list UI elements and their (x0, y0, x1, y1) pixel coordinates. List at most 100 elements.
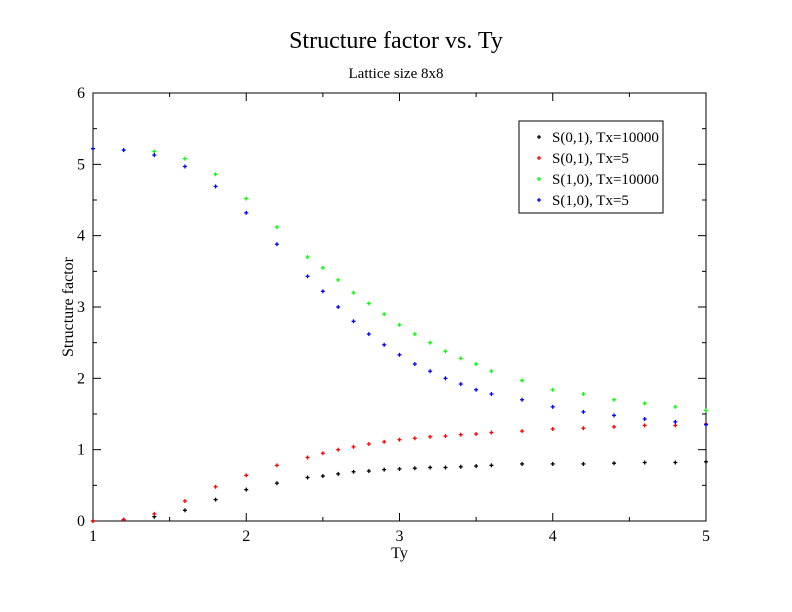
data-point (320, 474, 325, 479)
data-point (366, 441, 371, 446)
data-point (213, 497, 218, 502)
data-point (642, 416, 647, 421)
data-point (673, 419, 678, 424)
data-point (305, 274, 310, 279)
data-point (704, 422, 708, 427)
data-point (351, 290, 356, 295)
data-point (213, 184, 218, 189)
data-point (152, 149, 157, 154)
data-point (152, 153, 157, 158)
data-point (244, 210, 249, 215)
data-point (213, 172, 218, 177)
data-point (612, 397, 617, 402)
data-point (336, 305, 341, 309)
series-3 (91, 146, 708, 413)
y-tick-label: 5 (77, 156, 85, 173)
data-point (305, 475, 310, 480)
data-point (336, 277, 341, 282)
data-point (274, 481, 279, 486)
data-point (704, 408, 708, 413)
data-point (581, 426, 586, 431)
data-point (320, 265, 325, 270)
data-point (520, 397, 525, 402)
data-point (382, 342, 387, 347)
x-tick-label: 3 (396, 528, 404, 545)
data-point (612, 424, 617, 429)
data-point (428, 434, 433, 439)
data-point (489, 392, 494, 397)
data-point (474, 431, 479, 436)
y-tick-label: 0 (77, 513, 85, 530)
data-point (412, 332, 417, 337)
data-point (182, 156, 187, 161)
data-point (152, 511, 157, 516)
legend-entry: S(0,1), Tx=10000 (552, 130, 659, 146)
data-point (489, 430, 494, 435)
data-point (320, 451, 325, 456)
data-point (550, 461, 555, 466)
data-point (412, 466, 417, 471)
data-point (244, 473, 249, 478)
data-point (474, 464, 479, 469)
data-point (397, 352, 402, 357)
data-point (182, 508, 187, 513)
data-point (351, 469, 356, 474)
data-point (458, 356, 463, 361)
data-point (428, 369, 433, 374)
data-point (121, 517, 126, 522)
data-point (244, 196, 249, 201)
data-point (182, 164, 187, 169)
y-tick-label: 6 (77, 85, 85, 102)
data-point (673, 460, 678, 465)
data-point (91, 519, 95, 523)
data-point (320, 289, 325, 294)
data-point (474, 362, 479, 367)
x-tick-label: 5 (702, 528, 710, 545)
data-point (382, 312, 387, 317)
x-tick-label: 4 (549, 528, 557, 545)
y-tick-label: 2 (77, 370, 85, 387)
data-point (336, 447, 341, 452)
x-axis-label: Ty (391, 545, 408, 562)
y-tick-label: 4 (77, 228, 85, 245)
legend-marker (537, 135, 541, 139)
data-point (704, 459, 708, 464)
data-point (412, 362, 417, 367)
chart-title: Structure factor vs. Ty (289, 28, 503, 54)
data-point (305, 255, 310, 260)
data-point (550, 404, 555, 409)
data-point (397, 466, 402, 471)
data-point (489, 463, 494, 468)
data-point (443, 349, 448, 354)
data-point (550, 426, 555, 431)
data-point (520, 378, 525, 383)
data-point (443, 465, 448, 470)
data-point (213, 484, 218, 489)
data-point (428, 465, 433, 470)
data-point (673, 404, 678, 409)
data-point (382, 467, 387, 472)
data-point (366, 469, 371, 474)
data-point (382, 439, 387, 444)
data-point (274, 463, 279, 468)
series-2 (91, 421, 708, 523)
chart-subtitle: Lattice size 8x8 (348, 66, 444, 82)
data-point (550, 387, 555, 392)
series-4 (91, 146, 708, 427)
legend-marker (537, 198, 541, 202)
legend-marker (537, 177, 541, 181)
data-point (612, 413, 617, 418)
data-point (458, 382, 463, 387)
data-point (581, 461, 586, 466)
data-point (458, 464, 463, 469)
data-point (121, 148, 126, 153)
legend: S(0,1), Tx=10000 S(0,1), Tx=5 S(1,0), Tx=1… (518, 120, 664, 214)
data-point (182, 499, 187, 504)
data-point (274, 225, 279, 230)
data-marks (91, 146, 708, 523)
legend-entry: S(1,0), Tx=5 (552, 193, 629, 209)
data-point (274, 242, 279, 247)
data-point (581, 409, 586, 414)
data-point (351, 319, 356, 324)
